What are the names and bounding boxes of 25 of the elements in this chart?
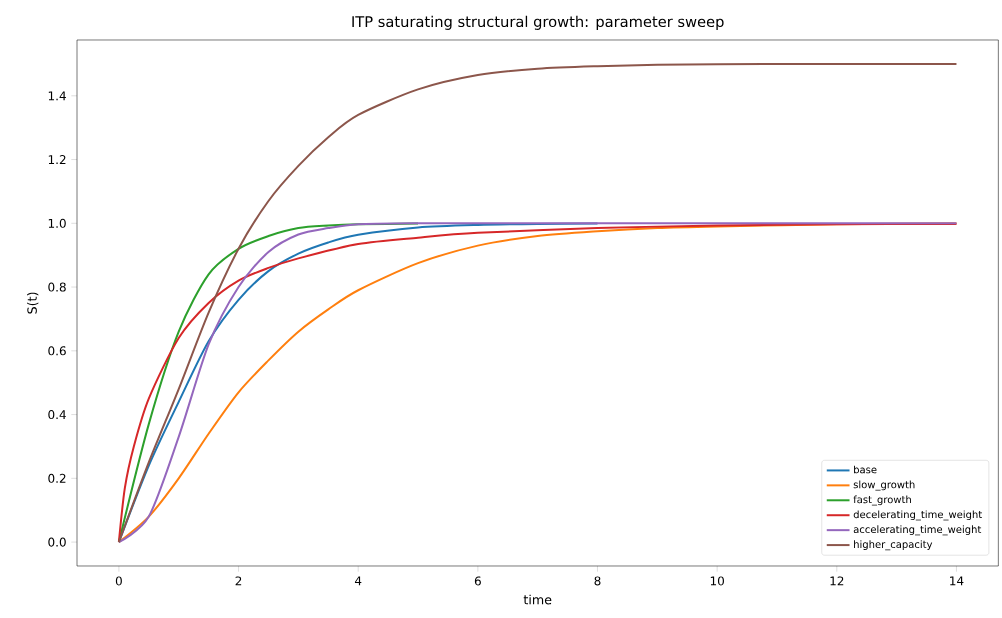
y-axis-title: S(t)	[27, 292, 39, 314]
legend-label: decelerating_time_weight	[853, 510, 982, 521]
y-tick-label: 0.8	[48, 282, 66, 292]
legend-label: accelerating_time_weight	[853, 525, 982, 536]
x-axis-title: time	[523, 594, 552, 605]
y-tick-label: 0.6	[48, 346, 66, 356]
y-tick-label: 1.0	[48, 218, 66, 228]
legend-label: base	[854, 465, 877, 474]
x-tick-label: 2	[235, 576, 242, 586]
legend-label: higher_capacity	[854, 540, 933, 551]
x-tick-label: 14	[950, 576, 964, 586]
y-tick-label: 0.4	[48, 410, 66, 420]
legend-label: slow_growth	[853, 480, 915, 491]
y-tick-label: 1.2	[48, 155, 66, 164]
y-tick-label: 1.4	[48, 91, 66, 101]
x-tick-label: 0	[115, 576, 122, 586]
x-tick-label: 12	[830, 576, 844, 586]
x-tick-label: 10	[710, 576, 724, 586]
x-tick-label: 6	[474, 576, 481, 586]
y-tick-label: 0.0	[48, 537, 66, 547]
y-tick-label: 0.2	[48, 473, 66, 483]
chart-title: ITP saturating structural growth: parameter sweep	[352, 15, 724, 30]
x-tick-label: 4	[354, 576, 362, 586]
legend-label: fast_growth	[853, 495, 911, 506]
x-tick-label: 8	[594, 576, 601, 586]
